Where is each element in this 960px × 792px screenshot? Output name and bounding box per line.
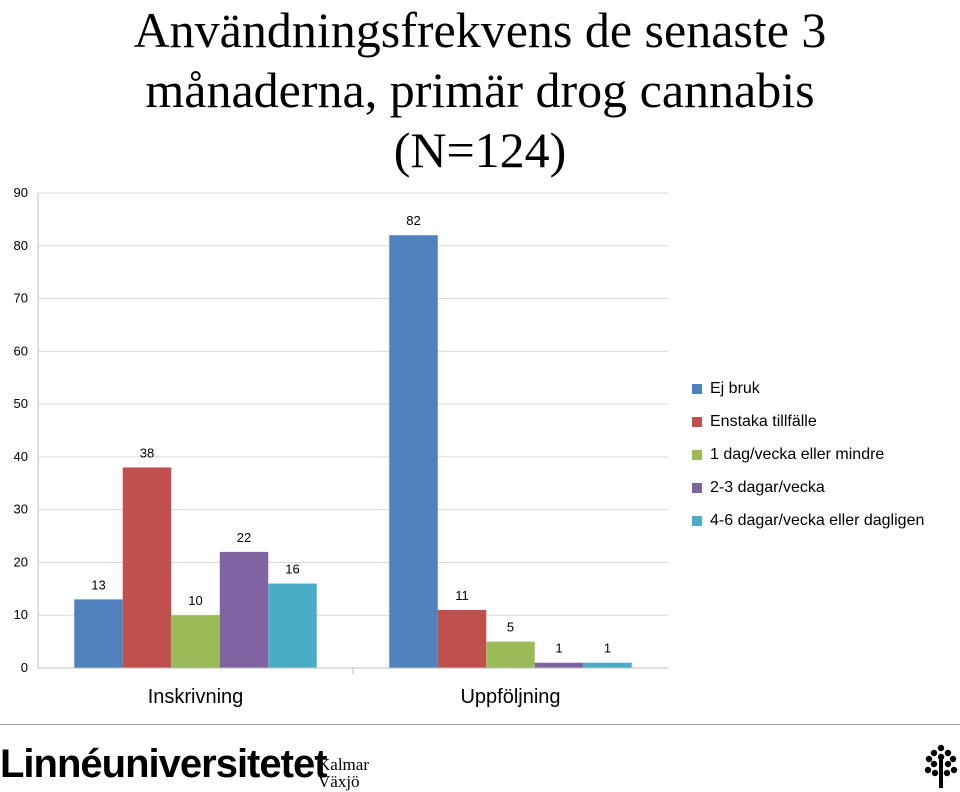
y-tick-label: 20 bbox=[14, 554, 28, 569]
legend-label: 4-6 dagar/vecka eller dagligen bbox=[710, 511, 925, 529]
bar bbox=[74, 599, 123, 668]
legend-item: 4-6 dagar/vecka eller dagligen bbox=[692, 504, 924, 537]
legend-swatch bbox=[692, 482, 702, 493]
data-label: 10 bbox=[188, 593, 202, 608]
logo-city-kalmar: Kalmar bbox=[318, 755, 369, 774]
legend-item: 1 dag/vecka eller mindre bbox=[692, 438, 924, 471]
y-tick-label: 60 bbox=[14, 343, 28, 358]
bar bbox=[437, 609, 487, 668]
bar bbox=[583, 662, 632, 668]
legend-label: Ej bruk bbox=[710, 379, 760, 397]
logo-city-vaxjo: Växjö bbox=[318, 772, 360, 791]
bar bbox=[171, 615, 220, 668]
legend-swatch bbox=[692, 449, 702, 460]
x-category-label: Inskrivning bbox=[148, 686, 244, 708]
data-label: 82 bbox=[406, 213, 420, 228]
data-label: 1 bbox=[604, 641, 611, 656]
footer: Linnéuniversitetet Kalmar Växjö bbox=[0, 740, 960, 792]
data-label: 5 bbox=[507, 620, 514, 635]
data-label: 22 bbox=[237, 530, 251, 545]
legend-label: 1 dag/vecka eller mindre bbox=[710, 445, 885, 463]
tree-icon bbox=[924, 744, 958, 788]
bars bbox=[74, 235, 632, 668]
title-line-2: månaderna, primär drog cannabis bbox=[145, 62, 815, 118]
data-label: 38 bbox=[140, 445, 154, 460]
axes bbox=[37, 193, 668, 674]
legend-swatch bbox=[692, 416, 702, 427]
bar bbox=[389, 235, 438, 668]
bar bbox=[268, 583, 317, 668]
y-tick-label: 70 bbox=[14, 291, 28, 306]
title-line-3: (N=124) bbox=[393, 122, 567, 178]
legend-item: Enstaka tillfälle bbox=[692, 405, 924, 438]
legend: Ej bruk Enstaka tillfälle 1 dag/vecka elle… bbox=[692, 372, 924, 537]
y-tick-label: 10 bbox=[14, 607, 28, 622]
legend-item: Ej bruk bbox=[692, 372, 924, 405]
x-category-label: Uppföljning bbox=[460, 686, 560, 708]
university-logo-text: Linnéuniversitetet bbox=[0, 742, 328, 786]
chart-title: Användningsfrekvens de senaste 3 månader… bbox=[0, 0, 960, 180]
bar bbox=[122, 467, 172, 668]
data-label: 16 bbox=[285, 562, 299, 577]
category-labels: Inskrivning Uppföljning bbox=[148, 686, 561, 708]
bar bbox=[486, 641, 535, 668]
y-axis-ticks: 0 10 20 30 40 50 60 70 80 90 bbox=[14, 185, 28, 675]
bar bbox=[219, 551, 269, 668]
legend-item: 2-3 dagar/vecka bbox=[692, 471, 924, 504]
data-label: 11 bbox=[455, 588, 469, 603]
data-label: 13 bbox=[91, 577, 105, 592]
title-line-1: Användningsfrekvens de senaste 3 bbox=[133, 2, 827, 58]
y-tick-label: 0 bbox=[21, 660, 28, 675]
y-tick-label: 30 bbox=[14, 502, 28, 517]
y-tick-label: 90 bbox=[14, 185, 28, 200]
data-label: 1 bbox=[555, 641, 562, 656]
legend-swatch bbox=[692, 383, 702, 394]
y-tick-label: 40 bbox=[14, 449, 28, 464]
y-tick-label: 80 bbox=[14, 238, 28, 253]
legend-label: 2-3 dagar/vecka bbox=[710, 478, 825, 496]
bar bbox=[534, 662, 584, 668]
legend-swatch bbox=[692, 515, 702, 526]
footer-divider bbox=[0, 724, 960, 725]
legend-label: Enstaka tillfälle bbox=[710, 412, 817, 430]
y-tick-label: 50 bbox=[14, 396, 28, 411]
